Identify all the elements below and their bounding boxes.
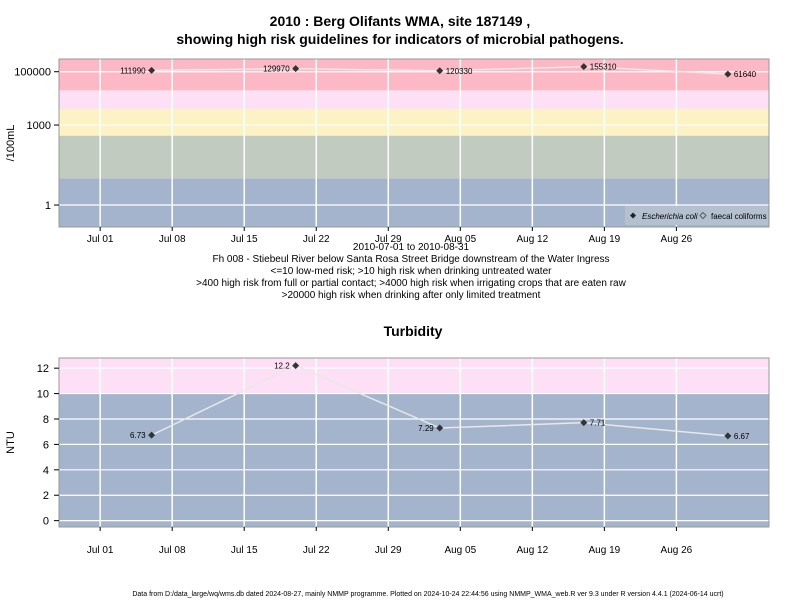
chart2-point-label-0: 6.73 — [130, 431, 146, 440]
chart1-point-label-0: 111990 — [120, 66, 146, 75]
chart1-risk-band-3 — [59, 90, 769, 109]
chart2-xtick-label-5: Aug 05 — [444, 545, 476, 556]
chart2-xtick-label-4: Jul 29 — [375, 545, 402, 556]
chart2-ytick-label-2: 4 — [43, 465, 49, 477]
chart1-point-4 — [724, 70, 732, 78]
chart1-legend-label-1: faecal coliforms — [711, 212, 767, 221]
footer-note: Data from D:/data_large/wq/wms.db dated … — [132, 591, 723, 598]
chart1-legend-box — [625, 206, 768, 225]
chart1-caption-line-2: <=10 low-med risk; >10 high risk when dr… — [271, 266, 553, 277]
chart2-ytick-label-6: 12 — [37, 363, 49, 375]
chart1-ytick-label-1: 1000 — [27, 120, 51, 132]
chart2-plot-border — [58, 357, 770, 528]
chart1-point-1 — [292, 65, 300, 73]
chart1-caption-line-0: 2010-07-01 to 2010-08-31 — [353, 242, 470, 253]
chart1-xtick-label-3: Jul 22 — [303, 234, 330, 245]
chart2-point-1 — [292, 362, 300, 370]
chart2-point-label-4: 6.67 — [734, 432, 750, 441]
chart2-ytick-label-4: 8 — [43, 414, 49, 426]
chart2-ytick-label-5: 10 — [37, 389, 49, 401]
chart1-ytick-label-0: 1 — [45, 200, 51, 212]
chart1-point-3 — [580, 63, 588, 71]
chart2-risk-band-0 — [59, 393, 769, 527]
chart1-point-2 — [436, 67, 444, 75]
chart1-risk-band-2 — [59, 108, 769, 136]
chart1-legend-marker-1 — [699, 211, 707, 220]
chart2-ylabel: NTU — [5, 431, 17, 454]
chart2-point-3 — [580, 419, 588, 427]
chart1-caption-line-1: Fh 008 - Stiebeul River below Santa Rosa… — [212, 254, 609, 265]
chart2-title: Turbidity — [384, 323, 443, 339]
chart2-xtick-label-1: Jul 08 — [159, 545, 186, 556]
chart2-point-label-3: 7.71 — [590, 419, 606, 428]
chart1-title-line1: 2010 : Berg Olifants WMA, site 187149 , — [270, 13, 531, 29]
chart2-ytick-label-3: 6 — [43, 439, 49, 451]
chart1-legend-label-0: Escherichia coli — [642, 212, 698, 221]
chart2-point-2 — [436, 424, 444, 432]
chart2-xtick-label-0: Jul 01 — [87, 545, 114, 556]
chart2-point-label-2: 7.29 — [418, 424, 434, 433]
chart1-xtick-label-6: Aug 12 — [516, 234, 548, 245]
chart2-xtick-label-6: Aug 12 — [516, 545, 548, 556]
chart1-point-label-4: 61640 — [734, 70, 757, 79]
chart1-point-0 — [148, 66, 156, 74]
chart1-title-line2: showing high risk guidelines for indicat… — [176, 31, 623, 47]
chart1-xtick-label-4: Jul 29 — [375, 234, 402, 245]
chart1-point-label-3: 155310 — [590, 63, 617, 72]
chart2-point-label-1: 12.2 — [274, 362, 290, 371]
chart2-point-4 — [724, 432, 732, 440]
chart2-ytick-label-0: 0 — [43, 516, 49, 528]
chart2-risk-band-1 — [59, 358, 769, 394]
chart1-plot-border — [58, 58, 770, 228]
chart2-ytick-label-1: 2 — [43, 490, 49, 502]
chart1-xtick-label-1: Jul 08 — [159, 234, 186, 245]
chart1-xtick-label-5: Aug 05 — [444, 234, 476, 245]
chart1-caption-line-4: >20000 high risk when drinking after onl… — [282, 290, 541, 301]
chart1-xtick-label-2: Jul 15 — [231, 234, 258, 245]
chart1-caption-line-3: >400 high risk from full or partial cont… — [196, 278, 626, 289]
chart2-point-0 — [148, 431, 156, 439]
chart1-xtick-label-7: Aug 19 — [589, 234, 621, 245]
chart1-xtick-label-0: Jul 01 — [87, 234, 114, 245]
chart1-risk-band-1 — [59, 135, 769, 179]
chart1-risk-band-4 — [59, 59, 769, 91]
chart2-xtick-label-3: Jul 22 — [303, 545, 330, 556]
chart1-point-label-1: 129970 — [263, 65, 290, 74]
chart2-xtick-label-8: Aug 26 — [661, 545, 693, 556]
chart1-legend-marker-0 — [630, 212, 636, 219]
chart2-xtick-label-2: Jul 15 — [231, 545, 258, 556]
chart1-ytick-label-2: 100000 — [14, 67, 51, 79]
chart2-xtick-label-7: Aug 19 — [589, 545, 621, 556]
chart1-point-label-2: 120330 — [446, 67, 473, 76]
chart1-ylabel: /100mL — [5, 125, 17, 162]
chart1-xtick-label-8: Aug 26 — [661, 234, 693, 245]
